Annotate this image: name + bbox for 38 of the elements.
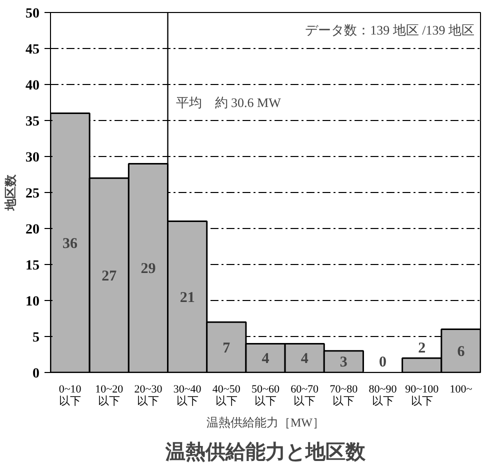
data-label: 27 [102, 268, 118, 284]
x-tick-label: 20~30 以下 [134, 384, 163, 408]
data-label: 36 [62, 236, 78, 252]
x-tick-label: 70~80 以下 [330, 384, 358, 408]
data-label: 2 [418, 340, 426, 356]
y-axis-title: 地区数 [4, 174, 18, 212]
y-tick-label: 15 [26, 258, 40, 274]
y-tick-label: 0 [32, 366, 40, 382]
x-tick-label: 10~20 以下 [95, 384, 124, 408]
x-tick-label: 50~60 以下 [252, 384, 280, 408]
y-tick-label: 20 [26, 222, 40, 238]
x-tick-label: 80~90 以下 [368, 384, 398, 408]
y-tick-label: 50 [26, 6, 40, 22]
x-tick-label: 40~50 以下 [212, 384, 241, 408]
x-tick-label: 100~ [450, 384, 472, 396]
text: 温熱供給能力と地区数 [164, 440, 366, 464]
y-tick-label: 30 [26, 150, 40, 166]
y-tick-label: 35 [26, 114, 40, 130]
data-label: 7 [222, 340, 231, 356]
y-tick-label: 45 [26, 42, 40, 58]
y-tick-label: 5 [32, 330, 40, 346]
ref-line-label: 平均 約 30.6 MW [176, 95, 282, 110]
y-tick-label: 10 [26, 294, 40, 310]
data-label: 4 [300, 351, 309, 368]
data-label: 0 [379, 354, 387, 371]
y-tick-label: 40 [26, 78, 40, 94]
data-label: 3 [340, 354, 348, 371]
annotation: データ数：139 地区 /139 地区 [305, 22, 475, 38]
data-label: 21 [180, 290, 195, 306]
x-tick-label: 90~100 以下 [405, 384, 440, 408]
x-tick-label: 30~40 以下 [173, 384, 202, 408]
y-tick-label: 25 [26, 186, 40, 202]
x-tick-label: 60~70 以下 [290, 384, 320, 408]
data-label: 29 [140, 261, 156, 278]
data-label: 6 [457, 344, 466, 360]
data-label: 4 [262, 351, 270, 368]
x-tick-label: 0~10 以下 [58, 384, 82, 408]
x-axis-title: 温熱供給能力［MW］ [206, 416, 324, 430]
